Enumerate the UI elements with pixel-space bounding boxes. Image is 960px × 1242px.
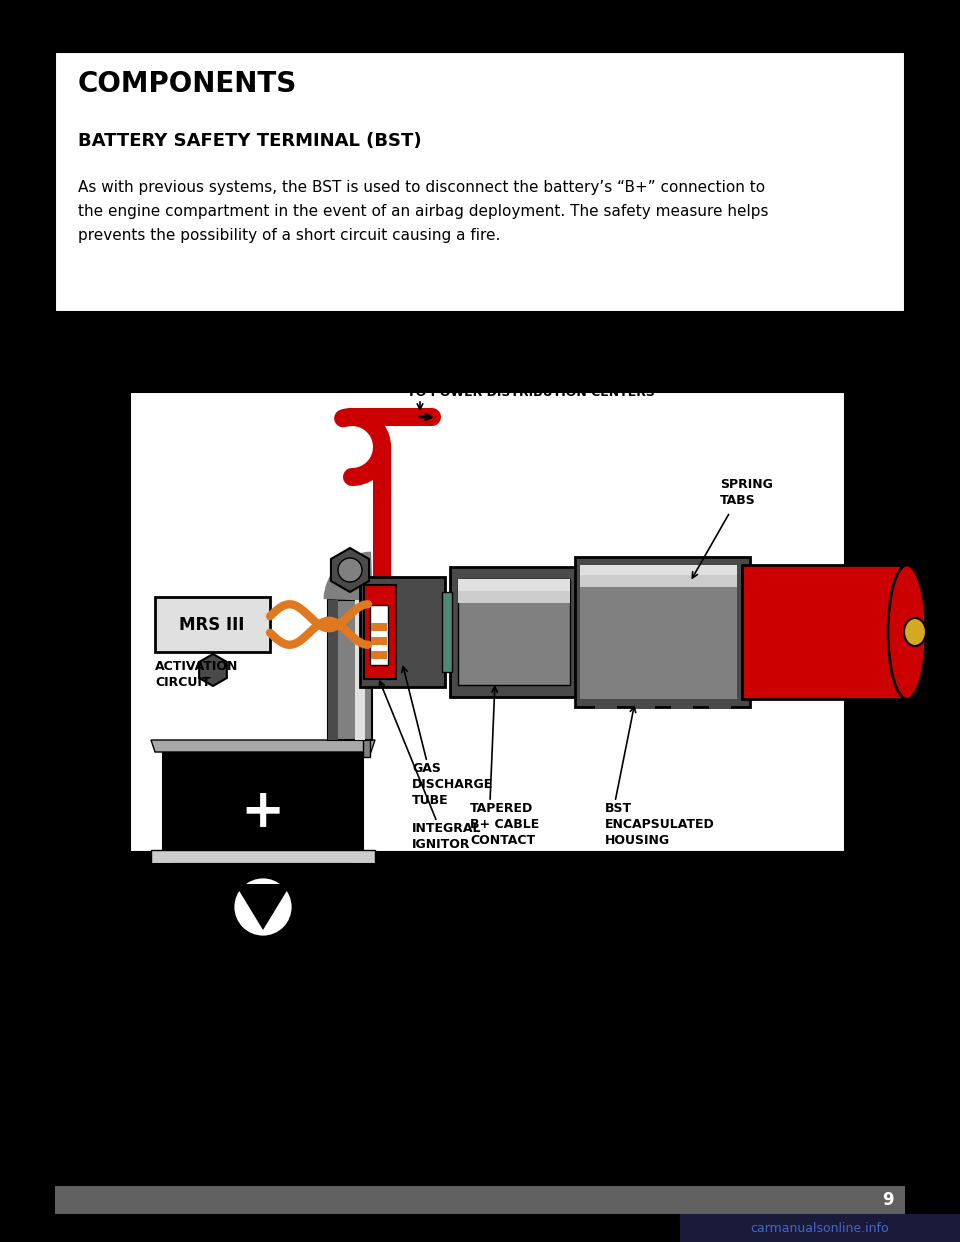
Bar bbox=[151, 850, 375, 864]
Text: As with previous systems, the BST is used to disconnect the battery’s “B+” conne: As with previous systems, the BST is use… bbox=[78, 180, 765, 195]
Bar bbox=[360, 578, 445, 687]
Bar bbox=[155, 597, 270, 652]
Text: 9: 9 bbox=[882, 1191, 894, 1208]
Bar bbox=[371, 623, 387, 631]
Ellipse shape bbox=[888, 565, 926, 699]
Bar bbox=[55, 1186, 905, 1213]
Text: INTEGRAL
IGNITOR
CAPSULE: INTEGRAL IGNITOR CAPSULE bbox=[412, 822, 482, 867]
Bar bbox=[151, 864, 375, 953]
Bar bbox=[458, 579, 570, 604]
Text: TAPERED
B+ CABLE
CONTACT
POINT: TAPERED B+ CABLE CONTACT POINT bbox=[470, 802, 540, 863]
Bar bbox=[372, 600, 422, 638]
Text: TO POWER DISTRIBUTION CENTERS: TO POWER DISTRIBUTION CENTERS bbox=[407, 386, 655, 399]
Bar bbox=[633, 699, 655, 709]
Bar bbox=[680, 1213, 960, 1242]
Bar bbox=[575, 556, 750, 707]
Bar bbox=[370, 605, 388, 664]
Text: carmanualsonline.info: carmanualsonline.info bbox=[751, 1221, 889, 1235]
Bar bbox=[55, 52, 905, 312]
Text: ACTIVATION
CIRCUIT: ACTIVATION CIRCUIT bbox=[155, 660, 238, 689]
Bar bbox=[355, 600, 365, 740]
Polygon shape bbox=[173, 864, 353, 944]
Text: SPRING
TABS: SPRING TABS bbox=[720, 478, 773, 507]
Bar bbox=[130, 392, 845, 852]
Polygon shape bbox=[199, 655, 227, 686]
Text: prevents the possibility of a short circuit causing a fire.: prevents the possibility of a short circ… bbox=[78, 229, 500, 243]
Bar bbox=[328, 600, 338, 740]
Text: +: + bbox=[241, 786, 285, 838]
Polygon shape bbox=[235, 884, 291, 930]
Bar bbox=[328, 600, 372, 740]
Bar bbox=[458, 579, 570, 591]
Text: COMPONENTS: COMPONENTS bbox=[78, 70, 298, 98]
Bar bbox=[595, 699, 617, 709]
Text: BST
ENCAPSULATED
HOUSING: BST ENCAPSULATED HOUSING bbox=[605, 802, 715, 847]
Text: BATTERY SAFETY TERMINAL (BST): BATTERY SAFETY TERMINAL (BST) bbox=[78, 132, 421, 150]
Bar bbox=[363, 739, 370, 758]
Bar bbox=[371, 637, 387, 645]
Bar bbox=[742, 565, 907, 699]
Bar bbox=[580, 565, 737, 587]
Bar bbox=[163, 751, 363, 852]
Text: MRS III: MRS III bbox=[180, 616, 245, 633]
Ellipse shape bbox=[904, 619, 926, 646]
Text: the engine compartment in the event of an airbag deployment. The safety measure : the engine compartment in the event of a… bbox=[78, 204, 769, 219]
Bar bbox=[450, 568, 580, 697]
Polygon shape bbox=[151, 740, 375, 751]
Bar bbox=[458, 579, 570, 686]
Bar bbox=[580, 565, 737, 699]
Polygon shape bbox=[331, 548, 369, 592]
Bar bbox=[364, 585, 396, 679]
Circle shape bbox=[338, 558, 362, 582]
Bar bbox=[709, 699, 731, 709]
Bar bbox=[371, 651, 387, 660]
Text: TO B+, STARTER
AND GENERATOR: TO B+, STARTER AND GENERATOR bbox=[887, 524, 960, 553]
Text: GAS
DISCHARGE
TUBE: GAS DISCHARGE TUBE bbox=[412, 763, 493, 807]
Bar bbox=[671, 699, 693, 709]
Bar bbox=[442, 592, 452, 672]
Bar bbox=[580, 565, 737, 575]
Circle shape bbox=[233, 877, 293, 936]
